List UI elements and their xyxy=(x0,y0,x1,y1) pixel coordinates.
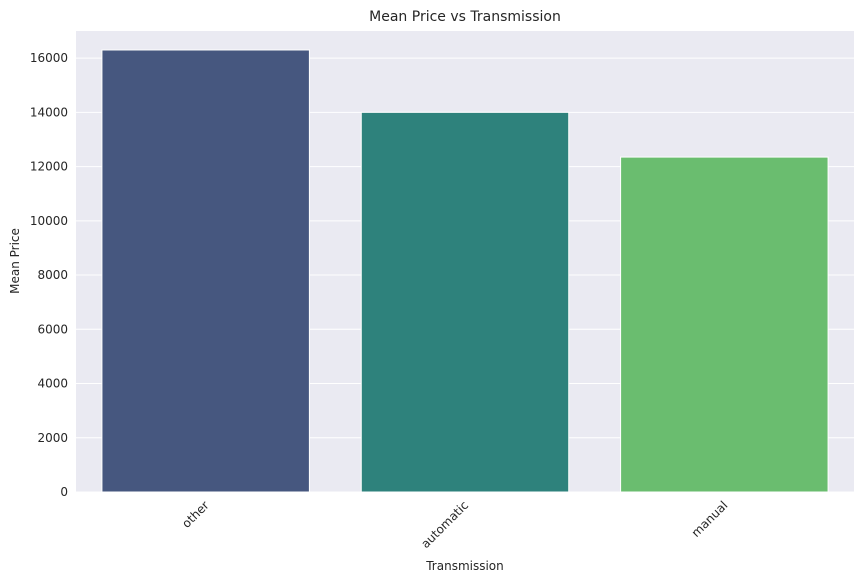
y-tick-label: 6000 xyxy=(37,322,68,336)
bar-automatic xyxy=(360,111,570,493)
y-tick-label: 2000 xyxy=(37,431,68,445)
y-tick-label: 12000 xyxy=(30,160,68,174)
x-tick-label: automatic xyxy=(418,498,471,551)
x-axis-label: Transmission xyxy=(425,559,504,573)
bar-other xyxy=(101,49,310,493)
x-axis-ticks: other automatic manual xyxy=(179,498,730,551)
y-axis-label: Mean Price xyxy=(8,228,22,294)
bars xyxy=(101,49,829,493)
y-axis-ticks: 0 2000 4000 6000 8000 10000 12000 14000 16000 xyxy=(30,51,68,499)
y-tick-label: 0 xyxy=(60,485,68,499)
bar-manual xyxy=(620,156,829,493)
y-tick-label: 14000 xyxy=(30,105,68,119)
x-tick-label: other xyxy=(179,498,212,531)
y-tick-label: 10000 xyxy=(30,214,68,228)
x-tick-label: manual xyxy=(689,498,731,540)
chart-title: Mean Price vs Transmission xyxy=(369,9,561,25)
y-tick-label: 16000 xyxy=(30,51,68,65)
y-tick-label: 8000 xyxy=(37,268,68,282)
y-tick-label: 4000 xyxy=(37,377,68,391)
